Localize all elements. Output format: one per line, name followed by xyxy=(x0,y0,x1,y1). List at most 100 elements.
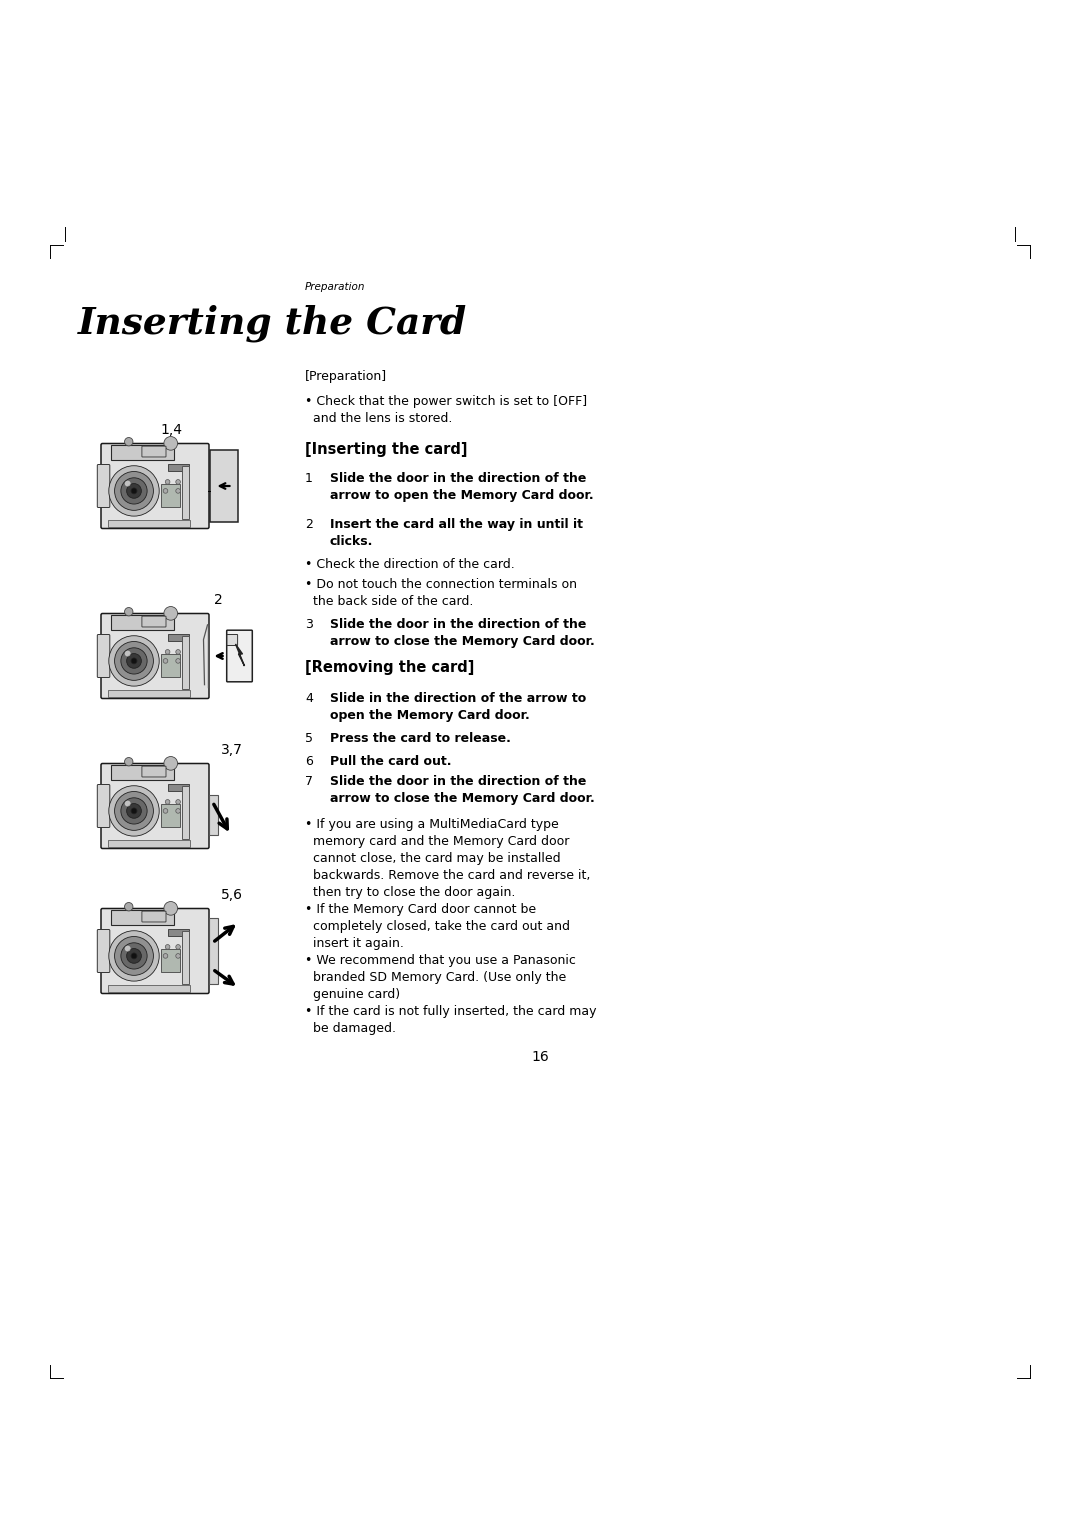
Circle shape xyxy=(109,465,159,516)
Circle shape xyxy=(164,436,177,450)
Circle shape xyxy=(109,931,159,981)
Text: 1,4: 1,4 xyxy=(160,423,183,436)
Text: Inserting the Card: Inserting the Card xyxy=(78,305,468,342)
Text: [Inserting the card]: [Inserting the card] xyxy=(305,443,468,456)
Circle shape xyxy=(165,800,170,804)
Text: Slide the door in the direction of the
arrow to open the Memory Card door.: Slide the door in the direction of the a… xyxy=(330,472,594,502)
Text: • Check that the power switch is set to [OFF]
  and the lens is stored.: • Check that the power switch is set to … xyxy=(305,395,588,426)
Circle shape xyxy=(165,650,170,655)
Circle shape xyxy=(124,438,133,446)
Bar xyxy=(183,635,189,688)
FancyBboxPatch shape xyxy=(102,444,210,528)
Text: 4: 4 xyxy=(305,691,313,705)
Text: 1: 1 xyxy=(305,472,313,485)
Bar xyxy=(167,784,189,792)
Text: Slide the door in the direction of the
arrow to close the Memory Card door.: Slide the door in the direction of the a… xyxy=(330,775,595,804)
Bar xyxy=(161,484,180,507)
Bar xyxy=(167,929,189,937)
FancyBboxPatch shape xyxy=(102,613,210,699)
Circle shape xyxy=(125,801,131,807)
Circle shape xyxy=(109,786,159,836)
Circle shape xyxy=(114,792,153,830)
Bar xyxy=(208,919,217,984)
FancyBboxPatch shape xyxy=(141,617,166,627)
FancyBboxPatch shape xyxy=(227,635,238,645)
Circle shape xyxy=(125,650,131,656)
Circle shape xyxy=(165,479,170,484)
Circle shape xyxy=(126,804,141,818)
Bar xyxy=(111,765,174,780)
Circle shape xyxy=(163,659,167,664)
Text: 7: 7 xyxy=(305,775,313,787)
Circle shape xyxy=(164,757,177,771)
Bar xyxy=(167,633,189,641)
Bar xyxy=(183,786,189,839)
Circle shape xyxy=(114,641,153,681)
Text: [Removing the card]: [Removing the card] xyxy=(305,661,474,674)
Bar xyxy=(167,464,189,472)
FancyBboxPatch shape xyxy=(97,929,110,972)
Circle shape xyxy=(176,809,180,813)
FancyBboxPatch shape xyxy=(141,911,166,922)
Bar xyxy=(161,949,180,972)
Circle shape xyxy=(164,902,177,916)
Text: Insert the card all the way in until it
clicks.: Insert the card all the way in until it … xyxy=(330,517,583,548)
Circle shape xyxy=(124,902,133,911)
Circle shape xyxy=(124,757,133,766)
Circle shape xyxy=(164,606,177,620)
Text: 5: 5 xyxy=(305,732,313,745)
FancyBboxPatch shape xyxy=(97,784,110,827)
Circle shape xyxy=(131,658,137,664)
Text: • If you are using a MultiMediaCard type
  memory card and the Memory Card door
: • If you are using a MultiMediaCard type… xyxy=(305,818,596,1035)
Circle shape xyxy=(163,954,167,958)
Text: • Do not touch the connection terminals on
  the back side of the card.: • Do not touch the connection terminals … xyxy=(305,578,577,607)
FancyBboxPatch shape xyxy=(97,464,110,508)
Circle shape xyxy=(125,481,131,487)
FancyBboxPatch shape xyxy=(102,763,210,848)
Circle shape xyxy=(114,472,153,510)
Bar xyxy=(183,931,189,984)
Text: 2: 2 xyxy=(214,594,222,607)
Circle shape xyxy=(126,949,141,963)
Circle shape xyxy=(163,488,167,493)
Circle shape xyxy=(121,478,147,504)
Text: Pull the card out.: Pull the card out. xyxy=(330,755,451,768)
FancyBboxPatch shape xyxy=(97,635,110,678)
Circle shape xyxy=(176,800,180,804)
Text: 2: 2 xyxy=(305,517,313,531)
Text: 6: 6 xyxy=(305,755,313,768)
Circle shape xyxy=(121,943,147,969)
Circle shape xyxy=(176,488,180,493)
Text: 5,6: 5,6 xyxy=(220,888,243,902)
Circle shape xyxy=(176,479,180,484)
Text: Slide in the direction of the arrow to
open the Memory Card door.: Slide in the direction of the arrow to o… xyxy=(330,691,586,722)
Circle shape xyxy=(176,659,180,664)
Circle shape xyxy=(125,946,131,952)
Bar xyxy=(108,690,190,697)
Text: 16: 16 xyxy=(531,1050,549,1064)
Circle shape xyxy=(131,488,137,494)
Circle shape xyxy=(121,798,147,824)
Circle shape xyxy=(176,650,180,655)
Bar xyxy=(108,986,190,992)
Text: Slide the door in the direction of the
arrow to close the Memory Card door.: Slide the door in the direction of the a… xyxy=(330,618,595,649)
Circle shape xyxy=(126,484,141,499)
Bar xyxy=(111,909,174,925)
Circle shape xyxy=(163,809,167,813)
FancyBboxPatch shape xyxy=(102,908,210,993)
Text: • Check the direction of the card.: • Check the direction of the card. xyxy=(305,559,515,571)
Circle shape xyxy=(121,649,147,674)
FancyBboxPatch shape xyxy=(141,446,166,456)
Text: Press the card to release.: Press the card to release. xyxy=(330,732,511,745)
Text: 3,7: 3,7 xyxy=(220,743,242,757)
Bar xyxy=(183,465,189,519)
Bar xyxy=(161,653,180,676)
Bar xyxy=(161,804,180,827)
Circle shape xyxy=(131,807,137,813)
Circle shape xyxy=(131,952,137,958)
Bar xyxy=(111,446,174,459)
Bar xyxy=(208,795,217,835)
Circle shape xyxy=(176,945,180,949)
Circle shape xyxy=(114,937,153,975)
Circle shape xyxy=(124,607,133,617)
